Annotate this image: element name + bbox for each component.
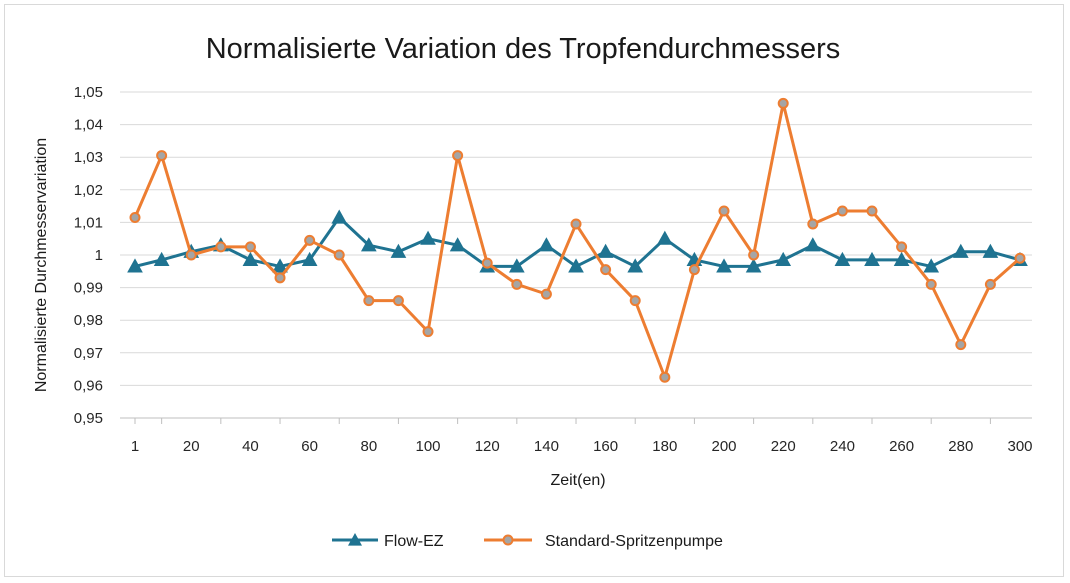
y-axis-title: Normalisierte Durchmesservariation <box>33 138 50 392</box>
data-point-standard-spritzenpumpe <box>718 205 730 217</box>
gridlines <box>120 91 1032 424</box>
data-point-standard-spritzenpumpe <box>925 278 937 290</box>
data-point-standard-spritzenpumpe <box>422 326 434 338</box>
data-point-standard-spritzenpumpe <box>570 218 582 230</box>
data-point-standard-spritzenpumpe <box>304 234 316 246</box>
data-point-flow-ez <box>656 230 673 245</box>
chart-title: Normalisierte Variation des Tropfendurch… <box>206 33 841 65</box>
x-tick-label: 100 <box>416 438 441 455</box>
data-point-flow-ez <box>127 258 143 273</box>
y-axis-ticks: 0,95 0,96 0,97 0,98 0,99 1 1,01 1,02 1,03 1,04 1,0… <box>74 84 103 427</box>
x-tick-label: 80 <box>360 438 377 455</box>
data-point-flow-ez <box>272 258 288 273</box>
data-point-flow-ez <box>804 237 821 252</box>
data-point-standard-spritzenpumpe <box>659 371 671 383</box>
data-point-flow-ez <box>627 258 644 273</box>
y-tick-label: 0,98 <box>74 312 103 329</box>
x-tick-label: 280 <box>948 438 973 455</box>
data-point-flow-ez <box>360 237 377 252</box>
data-point-flow-ez <box>420 230 436 245</box>
data-point-standard-spritzenpumpe <box>333 249 345 261</box>
y-tick-label: 1,05 <box>74 84 103 101</box>
data-point-standard-spritzenpumpe <box>777 97 789 109</box>
x-tick-label: 300 <box>1007 438 1032 455</box>
x-tick-label: 140 <box>534 438 559 455</box>
legend: Flow-EZ Standard-Spritzenpumpe <box>332 533 723 550</box>
data-point-flow-ez <box>449 237 466 252</box>
legend-label-standard-spritzenpumpe: Standard-Spritzenpumpe <box>545 533 723 550</box>
data-point-flow-ez <box>153 251 170 266</box>
legend-marker-standard-spritzenpumpe <box>502 534 514 546</box>
data-point-standard-spritzenpumpe <box>955 339 967 351</box>
data-point-flow-ez <box>893 251 910 266</box>
data-point-flow-ez <box>775 251 792 266</box>
x-axis-ticks: 1 20 40 60 80 100 120 140 160 180 200 220 240 260 280 3… <box>131 438 1033 455</box>
data-point-flow-ez <box>952 243 969 258</box>
data-point-flow-ez <box>331 209 348 224</box>
y-tick-label: 1,01 <box>74 214 103 231</box>
data-point-flow-ez <box>923 258 940 273</box>
x-tick-label: 160 <box>593 438 618 455</box>
data-point-standard-spritzenpumpe <box>244 241 256 253</box>
x-tick-label: 220 <box>771 438 796 455</box>
x-tick-label: 20 <box>183 438 200 455</box>
y-tick-label: 1,02 <box>74 182 103 199</box>
legend-marker-flow-ez <box>348 533 362 546</box>
data-point-standard-spritzenpumpe <box>688 264 700 276</box>
data-point-standard-spritzenpumpe <box>807 218 819 230</box>
y-tick-label: 0,99 <box>74 280 103 297</box>
data-point-standard-spritzenpumpe <box>629 295 641 307</box>
x-tick-label: 180 <box>652 438 677 455</box>
data-point-flow-ez <box>834 251 851 266</box>
plot-area <box>127 97 1028 383</box>
data-point-standard-spritzenpumpe <box>129 212 141 224</box>
x-tick-label: 40 <box>242 438 259 455</box>
x-tick-label: 240 <box>830 438 855 455</box>
data-point-flow-ez <box>716 258 732 273</box>
y-tick-label: 0,97 <box>74 345 103 362</box>
data-point-standard-spritzenpumpe <box>748 249 760 261</box>
data-point-flow-ez <box>568 258 584 273</box>
x-axis-title: Zeit(en) <box>550 472 605 489</box>
data-point-standard-spritzenpumpe <box>540 288 552 300</box>
data-point-standard-spritzenpumpe <box>215 241 227 253</box>
x-tick-label: 1 <box>131 438 139 455</box>
data-point-standard-spritzenpumpe <box>1014 252 1026 264</box>
data-point-flow-ez <box>982 243 999 258</box>
data-point-flow-ez <box>508 258 525 273</box>
y-tick-label: 0,96 <box>74 377 103 394</box>
data-point-standard-spritzenpumpe <box>185 249 197 261</box>
y-tick-label: 0,95 <box>74 410 103 427</box>
data-point-standard-spritzenpumpe <box>866 205 878 217</box>
series-line-standard-spritzenpumpe <box>133 101 1021 379</box>
data-point-flow-ez <box>597 243 614 258</box>
data-point-standard-spritzenpumpe <box>600 264 612 276</box>
x-tick-label: 260 <box>889 438 914 455</box>
data-point-flow-ez <box>864 251 880 266</box>
x-tick-label: 60 <box>301 438 318 455</box>
data-point-standard-spritzenpumpe <box>511 278 523 290</box>
y-tick-label: 1,04 <box>74 117 103 134</box>
data-point-standard-spritzenpumpe <box>836 205 848 217</box>
data-point-standard-spritzenpumpe <box>156 150 168 162</box>
data-point-flow-ez <box>301 251 318 266</box>
data-point-flow-ez <box>538 237 555 252</box>
data-point-flow-ez <box>242 251 259 266</box>
x-tick-label: 120 <box>475 438 500 455</box>
y-tick-label: 1 <box>95 247 103 264</box>
data-point-standard-spritzenpumpe <box>392 295 404 307</box>
y-tick-label: 1,03 <box>74 149 103 166</box>
data-point-standard-spritzenpumpe <box>984 278 996 290</box>
data-point-standard-spritzenpumpe <box>481 257 493 269</box>
legend-label-flow-ez: Flow-EZ <box>384 533 444 550</box>
data-point-standard-spritzenpumpe <box>452 150 464 162</box>
data-point-flow-ez <box>745 258 762 273</box>
data-point-standard-spritzenpumpe <box>274 272 286 284</box>
data-point-standard-spritzenpumpe <box>363 295 375 307</box>
data-point-flow-ez <box>390 243 407 258</box>
data-point-standard-spritzenpumpe <box>896 241 908 253</box>
x-tick-label: 200 <box>711 438 736 455</box>
